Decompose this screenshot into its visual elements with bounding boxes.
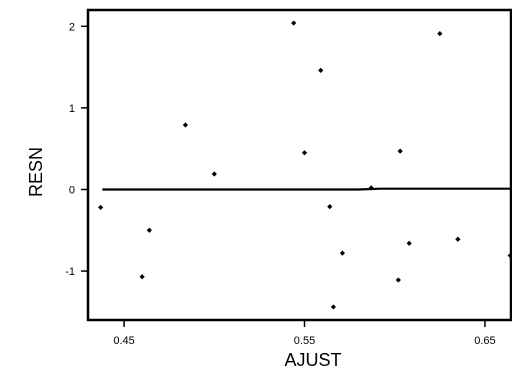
y-axis-title: RESN — [26, 147, 46, 197]
y-tick-label: 2 — [69, 21, 75, 33]
x-tick-label: 0.65 — [474, 335, 495, 347]
data-point — [406, 240, 412, 246]
data-point — [455, 236, 461, 242]
data-point — [318, 67, 324, 73]
x-tick-label: 0.45 — [113, 335, 134, 347]
plot-frame — [86, 8, 512, 322]
data-point — [327, 204, 333, 210]
data-point — [139, 274, 145, 280]
y-tick-label: -1 — [65, 266, 75, 278]
data-point — [397, 148, 403, 154]
data-point — [339, 250, 345, 256]
y-tick-label: 0 — [69, 184, 75, 196]
fit-line — [102, 187, 512, 191]
data-point — [182, 122, 189, 128]
data-point — [98, 204, 104, 211]
data-point — [146, 227, 152, 233]
y-tick-label: 1 — [69, 103, 75, 115]
x-tick-label: 0.55 — [294, 335, 315, 347]
data-point — [368, 185, 374, 191]
data-point — [437, 31, 443, 37]
data-point — [291, 20, 297, 26]
data-point — [301, 150, 308, 156]
data-point — [395, 277, 401, 283]
x-axis-title: AJUST — [284, 350, 341, 370]
data-point — [507, 252, 512, 259]
data-point — [211, 171, 217, 177]
data-point — [330, 304, 336, 310]
